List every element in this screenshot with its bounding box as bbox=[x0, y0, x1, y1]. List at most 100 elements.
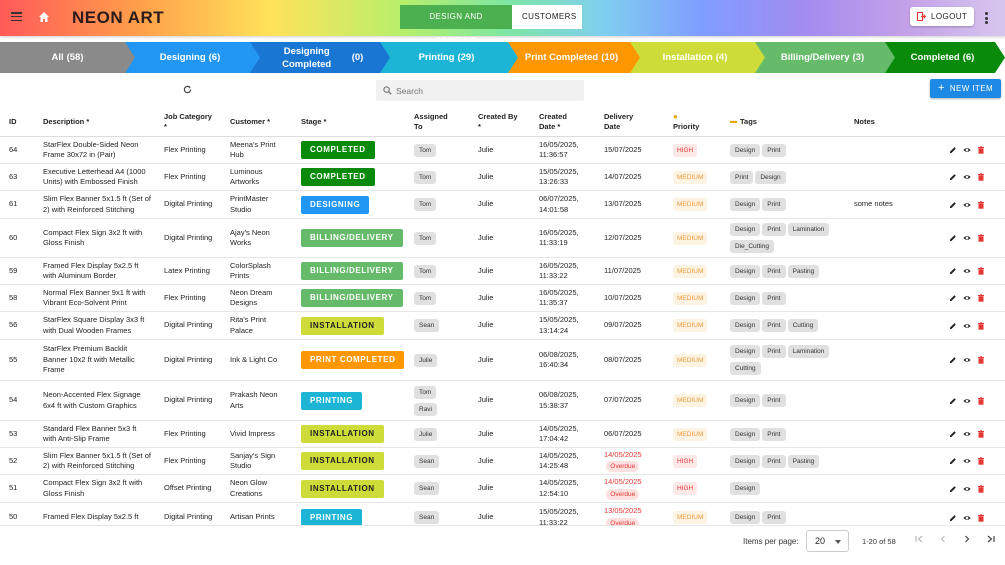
view-icon[interactable] bbox=[963, 294, 971, 302]
items-per-page-select[interactable]: 20 bbox=[806, 530, 849, 552]
col-customer[interactable]: Customer * bbox=[230, 117, 271, 126]
col-delivery-date[interactable]: Delivery Date bbox=[604, 112, 634, 131]
edit-icon[interactable] bbox=[949, 146, 957, 154]
edit-icon[interactable] bbox=[949, 201, 957, 209]
view-icon[interactable] bbox=[963, 201, 971, 209]
stage-chip[interactable]: COMPLETED bbox=[301, 168, 375, 186]
col-created-date[interactable]: Created Date * bbox=[539, 112, 567, 131]
delete-icon[interactable] bbox=[977, 513, 985, 522]
edit-icon[interactable] bbox=[949, 356, 957, 364]
edit-icon[interactable] bbox=[949, 234, 957, 242]
table-row[interactable]: 61 Slim Flex Banner 5x1.5 ft (Set of 2) w… bbox=[0, 191, 1005, 219]
edit-icon[interactable] bbox=[949, 430, 957, 438]
table-row[interactable]: 54 Neon-Accented Flex Signage 6x4 ft with… bbox=[0, 381, 1005, 421]
edit-icon[interactable] bbox=[949, 322, 957, 330]
first-page-icon[interactable] bbox=[914, 534, 924, 544]
search-input[interactable] bbox=[396, 80, 576, 101]
col-priority[interactable]: ● Priority bbox=[673, 112, 700, 131]
refresh-icon[interactable] bbox=[183, 85, 192, 94]
col-tags[interactable]: ▬ Tags bbox=[730, 117, 757, 126]
stage-chip[interactable]: PRINT COMPLETED bbox=[301, 351, 405, 369]
stage-filter-designing[interactable]: Designing (6) bbox=[120, 42, 260, 73]
col-notes[interactable]: Notes bbox=[854, 117, 875, 126]
table-row[interactable]: 56 StarFlex Square Display 3x3 ft with Du… bbox=[0, 312, 1005, 340]
view-icon[interactable] bbox=[963, 267, 971, 275]
edit-icon[interactable] bbox=[949, 294, 957, 302]
view-icon[interactable] bbox=[963, 322, 971, 330]
delete-icon[interactable] bbox=[977, 146, 985, 154]
delete-icon[interactable] bbox=[977, 294, 985, 302]
col-job-category[interactable]: Job Category * bbox=[164, 112, 212, 131]
stage-filter-completed[interactable]: Completed (6) bbox=[880, 42, 1005, 73]
delete-icon[interactable] bbox=[977, 200, 985, 209]
edit-icon[interactable] bbox=[949, 397, 957, 405]
view-icon[interactable] bbox=[963, 485, 971, 493]
view-icon[interactable] bbox=[963, 234, 971, 242]
tab-design-and-printing[interactable]: DESIGN AND PRINTING bbox=[400, 5, 512, 45]
table-row[interactable]: 51 Compact Flex Sign 3x2 ft with Gloss Fi… bbox=[0, 475, 1005, 503]
view-icon[interactable] bbox=[963, 173, 971, 181]
last-page-icon[interactable] bbox=[986, 534, 996, 544]
table-row[interactable]: 52 Slim Flex Banner 5x1.5 ft (Set of 2) w… bbox=[0, 448, 1005, 475]
more-vert-icon[interactable] bbox=[985, 12, 988, 26]
table-row[interactable]: 58 Normal Flex Banner 9x1 ft with Vibrant… bbox=[0, 285, 1005, 312]
edit-icon[interactable] bbox=[949, 173, 957, 181]
edit-icon[interactable] bbox=[949, 514, 957, 522]
stage-chip[interactable]: BILLING/DELIVERY bbox=[301, 229, 403, 247]
stage-chip[interactable]: PRINTING bbox=[301, 508, 363, 525]
next-page-icon[interactable] bbox=[962, 534, 972, 544]
view-icon[interactable] bbox=[963, 397, 971, 405]
delete-icon[interactable] bbox=[977, 234, 985, 242]
stage-chip[interactable]: INSTALLATION bbox=[301, 479, 384, 498]
tab-customers[interactable]: CUSTOMERS bbox=[512, 5, 582, 29]
table-row[interactable]: 55 StarFlex Premium Backlit Banner 10x2 f… bbox=[0, 340, 1005, 381]
stage-chip[interactable]: INSTALLATION bbox=[301, 452, 384, 470]
search-box[interactable] bbox=[376, 80, 584, 101]
delete-icon[interactable] bbox=[977, 267, 985, 275]
stage-filter-installation[interactable]: Installation (4) bbox=[625, 42, 765, 73]
edit-icon[interactable] bbox=[949, 457, 957, 465]
previous-page-icon[interactable] bbox=[938, 534, 948, 544]
stage-chip[interactable]: INSTALLATION bbox=[301, 316, 384, 335]
edit-icon[interactable] bbox=[949, 267, 957, 275]
new-item-button[interactable]: + NEW ITEM bbox=[930, 79, 1001, 98]
col-description[interactable]: Description * bbox=[43, 117, 90, 126]
view-icon[interactable] bbox=[963, 430, 971, 438]
view-icon[interactable] bbox=[963, 356, 971, 364]
stage-chip[interactable]: BILLING/DELIVERY bbox=[301, 262, 403, 280]
col-stage[interactable]: Stage * bbox=[301, 117, 327, 126]
table-row[interactable]: 64 StarFlex Double-Sided Neon Frame 30x72… bbox=[0, 137, 1005, 164]
delete-icon[interactable] bbox=[977, 457, 985, 465]
stage-chip[interactable]: COMPLETED bbox=[301, 141, 375, 159]
stage-chip[interactable]: PRINTING bbox=[301, 391, 363, 410]
stage-filter-all[interactable]: All (58) bbox=[0, 42, 135, 73]
stage-chip[interactable]: DESIGNING bbox=[301, 195, 370, 214]
col-assigned-to[interactable]: Assigned To bbox=[414, 112, 448, 131]
delete-icon[interactable] bbox=[977, 173, 985, 181]
stage-filter-print-completed[interactable]: Print Completed (10) bbox=[503, 42, 640, 73]
table-row[interactable]: 63 Executive Letterhead A4 (1000 Units) w… bbox=[0, 164, 1005, 191]
table-row[interactable]: 60 Compact Flex Sign 3x2 ft with Gloss Fi… bbox=[0, 219, 1005, 258]
table-row[interactable]: 53 Standard Flex Banner 5x3 ft with Anti-… bbox=[0, 421, 1005, 448]
stage-filter-designing-completed[interactable]: Designing Completed (0) bbox=[245, 42, 390, 73]
view-icon[interactable] bbox=[963, 514, 971, 522]
table-row[interactable]: 50 Framed Flex Display 5x2.5 ft Digital Pr… bbox=[0, 503, 1005, 525]
view-icon[interactable] bbox=[963, 457, 971, 465]
delete-icon[interactable] bbox=[977, 321, 985, 330]
logout-button[interactable]: LOGOUT bbox=[910, 7, 974, 26]
stage-chip[interactable]: INSTALLATION bbox=[301, 425, 384, 443]
col-created-by[interactable]: Created By * bbox=[478, 112, 518, 131]
delete-icon[interactable] bbox=[977, 356, 985, 364]
table-row[interactable]: 59 Framed Flex Display 5x2.5 ft with Alum… bbox=[0, 258, 1005, 285]
delete-icon[interactable] bbox=[977, 430, 985, 438]
delete-icon[interactable] bbox=[977, 484, 985, 493]
view-icon[interactable] bbox=[963, 146, 971, 154]
edit-icon[interactable] bbox=[949, 485, 957, 493]
stage-chip[interactable]: BILLING/DELIVERY bbox=[301, 289, 403, 307]
delete-icon[interactable] bbox=[977, 396, 985, 405]
menu-icon[interactable] bbox=[11, 12, 22, 22]
stage-filter-billing-delivery[interactable]: Billing/Delivery (3) bbox=[750, 42, 895, 73]
stage-filter-printing[interactable]: Printing (29) bbox=[375, 42, 518, 73]
col-id[interactable]: ID bbox=[9, 117, 17, 126]
home-icon[interactable] bbox=[38, 11, 50, 23]
